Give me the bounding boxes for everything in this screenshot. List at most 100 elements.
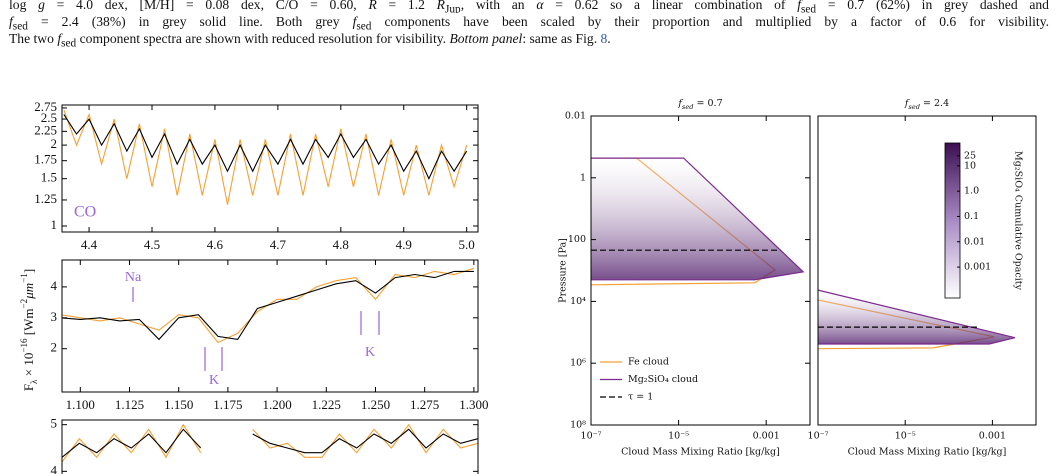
x-tick-label: 1.100 xyxy=(66,397,95,412)
caption-text: = 2.4 (38%) in grey solid line. Both gre… xyxy=(27,14,353,29)
y-tick-label: 100 xyxy=(568,234,586,245)
caption-text: , with an xyxy=(460,0,537,12)
text-run: μm xyxy=(21,283,36,300)
x-tick-label: 1.225 xyxy=(312,397,341,412)
x-tick-label: 4.6 xyxy=(207,237,224,252)
x-tick-label: 4.5 xyxy=(144,237,160,252)
axes-frame xyxy=(61,259,479,393)
caption-text: : same as Fig. xyxy=(522,31,601,46)
colorbar-tick-label: 25 xyxy=(964,150,976,161)
x-tick-label: 10⁻⁵ xyxy=(895,431,916,442)
annotation: K xyxy=(209,373,219,388)
caption-text: = 0.7 (62%) in grey dashed and xyxy=(816,0,1049,12)
plot-area xyxy=(591,157,805,286)
y-tick-label: 1.75 xyxy=(34,152,57,167)
colorbar-tick-label: 0.001 xyxy=(964,262,991,273)
x-tick-label: 5.0 xyxy=(459,237,475,252)
caption-text: f xyxy=(57,31,62,46)
text-run: −16 xyxy=(19,338,29,353)
y-tick-label: 4 xyxy=(51,462,58,474)
caption-text: = 4.0 dex, [M/H] = 0.08 dex, C/O = 0.60, xyxy=(44,0,369,12)
caption-text: sed xyxy=(800,3,817,13)
x-tick-label: 0.001 xyxy=(979,431,1006,442)
series-line xyxy=(63,109,468,205)
series-line xyxy=(63,114,468,181)
caption-line: fsed = 2.4 (38%) in grey solid line. Bot… xyxy=(9,13,1049,30)
caption-line: log g = 4.0 dex, [M/H] = 0.08 dex, C/O =… xyxy=(9,0,1049,13)
plot-area xyxy=(818,289,1016,350)
annotation: K xyxy=(365,345,375,360)
x-tick-label: 1.125 xyxy=(115,397,144,412)
caption-text: R xyxy=(368,0,377,12)
panel-title: fsed = 2.4 xyxy=(904,98,949,112)
legend-label: Mg₂SiO₄ cloud xyxy=(628,374,698,385)
x-tick-label: 0.001 xyxy=(753,431,780,442)
spectra-figure: 4.4 4.5 4.6 4.7 4.8 4.9 5.011.251.51.7522.252.… xyxy=(19,99,488,474)
caption-text: f xyxy=(797,0,801,12)
text-run: f xyxy=(904,98,910,109)
colorbar-tick-label: 0.1 xyxy=(964,211,979,222)
plot-area xyxy=(62,423,478,463)
y-tick-label: 5 xyxy=(51,416,58,431)
series-line xyxy=(818,289,1016,345)
caption-text: = 1.2 xyxy=(376,0,437,12)
y-tick-label: 2 xyxy=(51,136,58,151)
text-run: λ xyxy=(29,379,39,384)
x-tick-label: 1.250 xyxy=(361,397,390,412)
y-tick-label: 0.01 xyxy=(565,111,586,122)
caption-text: log xyxy=(9,0,39,12)
y-tick-label: 1 xyxy=(580,172,586,183)
figure-link[interactable]: 8 xyxy=(600,31,608,46)
caption-text: R xyxy=(436,0,445,12)
y-tick-label: 10⁶ xyxy=(570,358,586,369)
colorbar-tick-label: 0.01 xyxy=(964,236,985,247)
text-run: × 10 xyxy=(21,353,36,380)
series-line xyxy=(62,428,478,458)
figure-caption: log g = 4.0 dex, [M/H] = 0.08 dex, C/O =… xyxy=(9,0,1049,53)
text-run: −1 xyxy=(19,273,29,283)
y-tick-label: 1.25 xyxy=(34,191,57,206)
text-run: sed xyxy=(682,103,694,111)
y-tick-label: 1.5 xyxy=(41,170,57,185)
x-tick-label: 4.8 xyxy=(333,237,349,252)
text-run: = 2.4 xyxy=(920,98,949,109)
caption-text: f xyxy=(352,14,357,29)
axes-frame xyxy=(590,115,811,426)
plot-area xyxy=(63,109,468,205)
caption-text: f xyxy=(9,14,13,29)
x-tick-label: 1.150 xyxy=(164,397,193,412)
caption-text: components have been scaled by their pro… xyxy=(371,14,1049,29)
caption-text: α xyxy=(536,0,544,12)
x-tick-label: 4.9 xyxy=(396,237,412,252)
caption-text: = 0.62 so a linear combination of xyxy=(543,0,798,12)
x-tick-label: 1.275 xyxy=(410,397,439,412)
colorbar-tick-label: 1.0 xyxy=(964,186,979,197)
y-tick-label: 2 xyxy=(51,340,58,355)
y-tick-label: 3 xyxy=(51,309,58,324)
x-tick-label: 10⁻⁵ xyxy=(668,431,689,442)
axes-frame xyxy=(61,104,479,233)
y-axis-label: Fλ × 10−16 [Wm−2μm−1] xyxy=(19,269,39,391)
y-tick-label: 2.75 xyxy=(34,99,57,114)
caption-text: Jup xyxy=(444,3,461,13)
legend-label: τ = 1 xyxy=(628,392,653,403)
y-axis-label: Pressure [Pa] xyxy=(558,238,569,303)
opacity-shading xyxy=(591,158,804,280)
caption-text: . xyxy=(607,31,611,46)
colorbar-label: Mg₂SiO₄ Cumulative Opacity xyxy=(1013,151,1024,291)
caption-text: g xyxy=(38,0,45,12)
y-tick-label: 2.25 xyxy=(34,122,57,137)
x-tick-label: 4.4 xyxy=(81,237,98,252)
y-tick-label: 10⁴ xyxy=(570,296,586,307)
text-run: −2 xyxy=(19,298,29,308)
text-run: [Wm xyxy=(21,308,36,338)
legend-label: Fe cloud xyxy=(628,357,669,368)
caption-text: sed xyxy=(12,20,28,30)
text-run: sed xyxy=(908,103,920,111)
axes-frame xyxy=(817,115,1037,426)
y-tick-label: 2.5 xyxy=(41,110,57,125)
caption-text: sed xyxy=(61,37,77,50)
caption-text: sed xyxy=(356,20,372,30)
